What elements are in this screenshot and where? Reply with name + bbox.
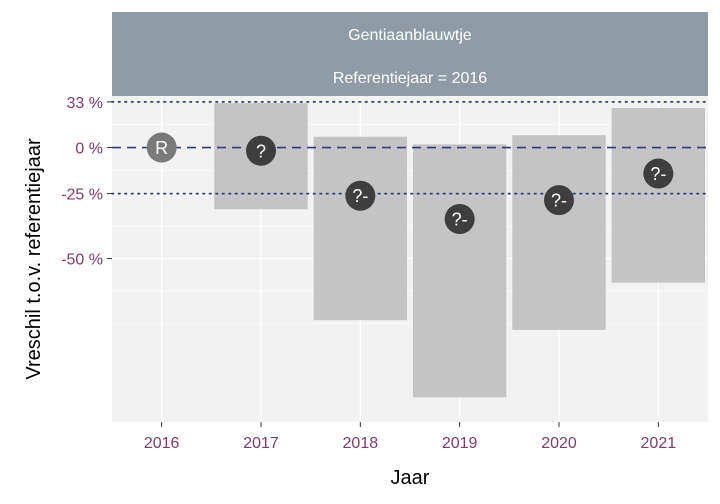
x-axis-title: Jaar <box>391 467 430 489</box>
facet-species-label: Gentiaanblauwtje <box>348 27 472 44</box>
confidence-band-2021 <box>611 108 706 283</box>
x-tick-label-2016: 2016 <box>144 435 180 452</box>
y-axis-ticks: 33 % 0 % -25 % -50 % <box>61 95 112 268</box>
marker-dot <box>146 132 177 163</box>
x-tick-label-2017: 2017 <box>243 435 279 452</box>
marker-dot <box>444 203 475 234</box>
marker-label: ? <box>256 141 266 161</box>
confidence-band-2018 <box>313 136 408 321</box>
estimate-marker-2021: ?- <box>643 158 674 189</box>
marker-label: ?- <box>650 164 666 184</box>
estimate-marker-2018: ?- <box>345 180 376 211</box>
y-axis-title: Vreschil t.o.v. referentiejaar <box>23 138 45 380</box>
x-tick-label-2019: 2019 <box>442 435 478 452</box>
marker-label: R <box>155 138 168 158</box>
y-tick-label: 0 % <box>75 141 103 158</box>
marker-label: ?- <box>551 191 567 211</box>
facet-reference-label: Referentiejaar = 2016 <box>333 70 487 87</box>
marker-dot <box>246 135 276 166</box>
marker-dot <box>544 185 574 216</box>
confidence-band-2019 <box>412 144 507 398</box>
estimate-marker-2019: ?- <box>444 203 475 234</box>
reference-lines <box>111 101 709 195</box>
estimate-marker-2016: R <box>146 132 177 163</box>
marker-dot <box>643 158 674 189</box>
x-tick-label-2020: 2020 <box>541 435 577 452</box>
marker-label: ?- <box>452 209 468 229</box>
y-tick-label: 33 % <box>67 95 103 112</box>
marker-label: ?- <box>352 186 368 206</box>
estimate-marker-2020: ?- <box>544 185 574 216</box>
y-tick-label: -50 % <box>61 251 103 268</box>
y-tick-label: -25 % <box>61 187 103 204</box>
x-tick-label-2021: 2021 <box>641 435 677 452</box>
marker-dot <box>345 180 376 211</box>
confidence-bands <box>214 103 706 398</box>
confidence-band-2020 <box>512 135 606 330</box>
x-axis-ticks: 2016 2017 2018 2019 2020 2021 <box>144 422 676 452</box>
facet-strip: Gentiaanblauwtje Referentiejaar = 2016 <box>112 12 708 96</box>
estimate-markers: R ? ?- ?- ?- ?- <box>146 132 674 234</box>
estimate-marker-2017: ? <box>246 135 276 166</box>
x-tick-label-2018: 2018 <box>343 435 379 452</box>
facet-strip-background <box>112 12 708 96</box>
